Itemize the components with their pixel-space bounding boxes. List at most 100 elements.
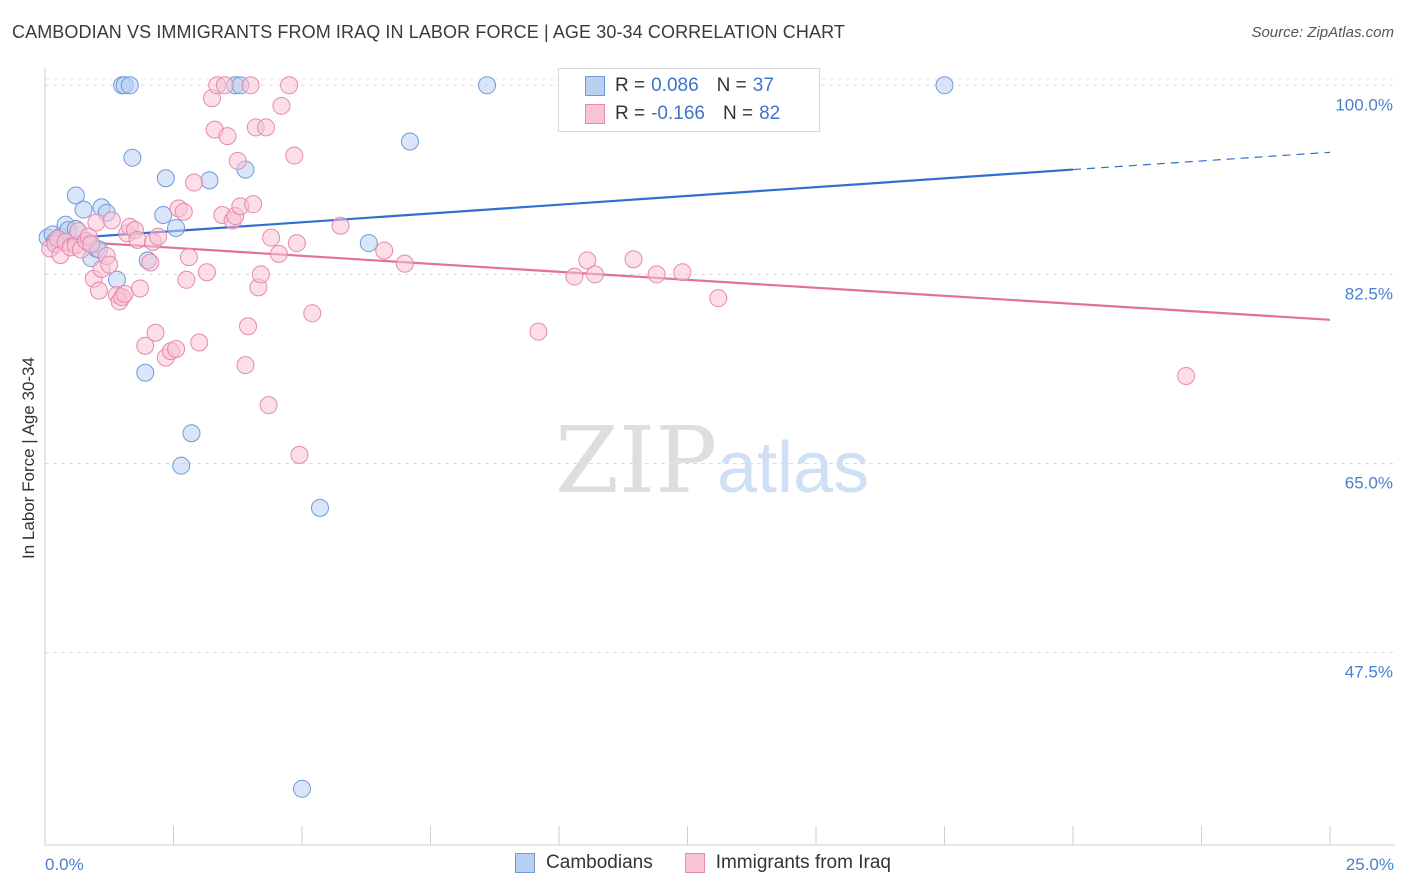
iraq-point bbox=[215, 76, 234, 95]
cambodian-trend-line bbox=[44, 168, 1074, 241]
legend-r-value: -0.166 bbox=[651, 103, 705, 124]
iraq-point bbox=[272, 96, 291, 115]
cambodian-point bbox=[200, 171, 219, 190]
iraq-point bbox=[673, 263, 692, 282]
iraq-point bbox=[102, 211, 121, 230]
iraq-point bbox=[244, 195, 263, 214]
iraq-point bbox=[236, 356, 255, 375]
iraq-point bbox=[177, 270, 196, 289]
legend-r-label: R = bbox=[615, 75, 646, 96]
iraq-point bbox=[131, 279, 150, 298]
iraq-point bbox=[100, 255, 119, 274]
cambodian-point bbox=[310, 498, 329, 517]
trend-lines bbox=[44, 151, 1331, 321]
iraq-point bbox=[197, 263, 216, 282]
legend-n-label: N = bbox=[722, 103, 754, 124]
iraq-point bbox=[82, 235, 101, 254]
iraq-point bbox=[269, 244, 288, 263]
cambodian-point bbox=[182, 424, 201, 443]
cambodian-point bbox=[167, 218, 186, 237]
legend-label-iraq: Immigrants from Iraq bbox=[715, 852, 891, 873]
iraq-point bbox=[146, 323, 165, 342]
iraq-point bbox=[190, 333, 209, 352]
cambodian-point bbox=[400, 132, 419, 151]
iraq-point bbox=[251, 265, 270, 284]
y-tick-label: 100.0% bbox=[1335, 95, 1393, 114]
iraq-point bbox=[375, 241, 394, 260]
cambodian-point bbox=[123, 148, 142, 167]
series-legend: Cambodians Immigrants from Iraq bbox=[0, 852, 1406, 874]
cambodian-point bbox=[66, 186, 85, 205]
iraq-point bbox=[529, 322, 548, 341]
legend-r-label: R = bbox=[615, 103, 646, 124]
iraq-point bbox=[262, 228, 281, 247]
iraq-point bbox=[285, 146, 304, 165]
iraq-point bbox=[709, 289, 728, 308]
cambodian-point bbox=[156, 169, 175, 188]
iraq-point bbox=[167, 339, 186, 358]
legend-n-label: N = bbox=[716, 75, 747, 96]
cambodian-point bbox=[359, 234, 378, 253]
x-tick-label: 0.0% bbox=[45, 855, 84, 874]
legend-label-cambodians: Cambodians bbox=[546, 852, 653, 873]
tick-labels: 100.0% 82.5% 65.0% 47.5% 0.0% 25.0% bbox=[45, 95, 1394, 874]
y-tick-label: 65.0% bbox=[1345, 474, 1393, 493]
iraq-point bbox=[331, 216, 350, 235]
chart-title: CAMBODIAN VS IMMIGRANTS FROM IRAQ IN LAB… bbox=[12, 22, 845, 42]
watermark-atlas: atlas bbox=[717, 428, 869, 508]
iraq-point bbox=[185, 173, 204, 192]
legend-row-cambodians: R = 0.086 N = 37 bbox=[585, 73, 774, 99]
legend-row-iraq: R = -0.166 N = 82 bbox=[585, 101, 780, 127]
cambodian-point bbox=[293, 779, 311, 798]
cambodian-point bbox=[478, 76, 497, 95]
y-tick-label: 47.5% bbox=[1345, 663, 1393, 682]
legend-item-cambodians[interactable]: Cambodians bbox=[515, 852, 653, 874]
cambodian-point bbox=[154, 205, 173, 224]
iraq-point bbox=[585, 265, 604, 284]
x-tick-label: 25.0% bbox=[1346, 855, 1394, 874]
legend-swatch-blue bbox=[585, 76, 605, 96]
cambodian-point bbox=[120, 76, 139, 95]
iraq-point bbox=[239, 317, 258, 336]
iraq-trend-line bbox=[44, 238, 1331, 321]
source-note: Source: ZipAtlas.com bbox=[1251, 24, 1394, 41]
legend-item-iraq[interactable]: Immigrants from Iraq bbox=[684, 852, 891, 874]
iraq-point bbox=[578, 251, 597, 270]
iraq-point bbox=[287, 234, 306, 253]
iraq-point bbox=[115, 284, 134, 303]
data-points bbox=[38, 76, 1196, 798]
iraq-point bbox=[395, 254, 414, 273]
iraq-point bbox=[174, 202, 193, 221]
iraq-point bbox=[179, 248, 198, 267]
iraq-point bbox=[257, 118, 276, 137]
y-axis-title: In Labor Force | Age 30-34 bbox=[19, 357, 38, 559]
iraq-point bbox=[259, 396, 278, 415]
iraq-point bbox=[280, 76, 299, 95]
iraq-point bbox=[87, 213, 106, 232]
iraq-point bbox=[241, 76, 260, 95]
legend-swatch-pink bbox=[684, 853, 705, 873]
legend-n-value: 37 bbox=[752, 75, 774, 96]
iraq-point bbox=[128, 230, 147, 249]
y-tick-label: 82.5% bbox=[1345, 284, 1393, 303]
axes bbox=[44, 68, 1395, 846]
iraq-point bbox=[136, 336, 155, 355]
legend-swatch-pink bbox=[585, 104, 605, 124]
legend-n-value: 82 bbox=[759, 103, 781, 124]
iraq-point bbox=[89, 281, 108, 300]
iraq-point bbox=[218, 127, 237, 146]
legend-swatch-blue bbox=[515, 853, 536, 873]
iraq-point bbox=[565, 267, 584, 286]
iraq-point bbox=[149, 227, 168, 246]
iraq-point bbox=[1177, 366, 1196, 385]
iraq-point bbox=[141, 253, 160, 272]
cambodian-point bbox=[136, 363, 155, 382]
iraq-point bbox=[624, 250, 643, 269]
cambodian-point bbox=[74, 200, 93, 219]
iraq-point bbox=[228, 151, 247, 170]
cambodian-point bbox=[935, 76, 954, 95]
watermark-zip: ZIP bbox=[555, 407, 717, 514]
iraq-point bbox=[290, 445, 309, 464]
iraq-point bbox=[647, 265, 666, 284]
